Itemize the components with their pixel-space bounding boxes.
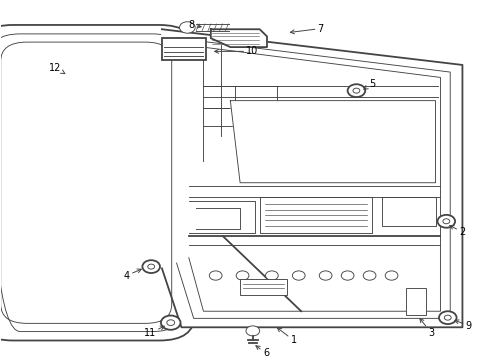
Circle shape (209, 271, 222, 280)
Text: 12: 12 (49, 63, 65, 74)
Circle shape (363, 271, 376, 280)
Circle shape (161, 315, 180, 330)
Circle shape (353, 88, 360, 93)
Polygon shape (211, 29, 267, 47)
Circle shape (179, 22, 195, 33)
Circle shape (439, 311, 457, 324)
Text: 6: 6 (256, 346, 269, 358)
Circle shape (167, 320, 174, 325)
Circle shape (143, 260, 160, 273)
Text: 11: 11 (144, 326, 164, 338)
Text: 2: 2 (450, 225, 465, 237)
Circle shape (385, 271, 398, 280)
Circle shape (444, 315, 451, 320)
Bar (162, 38, 206, 60)
Bar (240, 279, 287, 295)
Circle shape (347, 84, 365, 97)
Circle shape (266, 271, 278, 280)
Circle shape (236, 271, 249, 280)
FancyBboxPatch shape (0, 25, 195, 341)
Text: 4: 4 (123, 269, 141, 280)
Text: 10: 10 (215, 46, 258, 57)
Circle shape (148, 264, 155, 269)
Circle shape (319, 271, 332, 280)
Text: 9: 9 (455, 320, 472, 330)
Polygon shape (162, 29, 463, 327)
Circle shape (293, 271, 305, 280)
Polygon shape (230, 101, 436, 183)
Bar (406, 288, 426, 315)
Text: 5: 5 (364, 78, 375, 89)
Text: 1: 1 (277, 328, 297, 346)
Circle shape (443, 219, 450, 224)
Circle shape (341, 271, 354, 280)
Circle shape (246, 326, 260, 336)
Circle shape (438, 215, 455, 228)
Text: 8: 8 (188, 20, 201, 30)
Text: 7: 7 (291, 23, 324, 34)
Text: 3: 3 (420, 319, 435, 338)
